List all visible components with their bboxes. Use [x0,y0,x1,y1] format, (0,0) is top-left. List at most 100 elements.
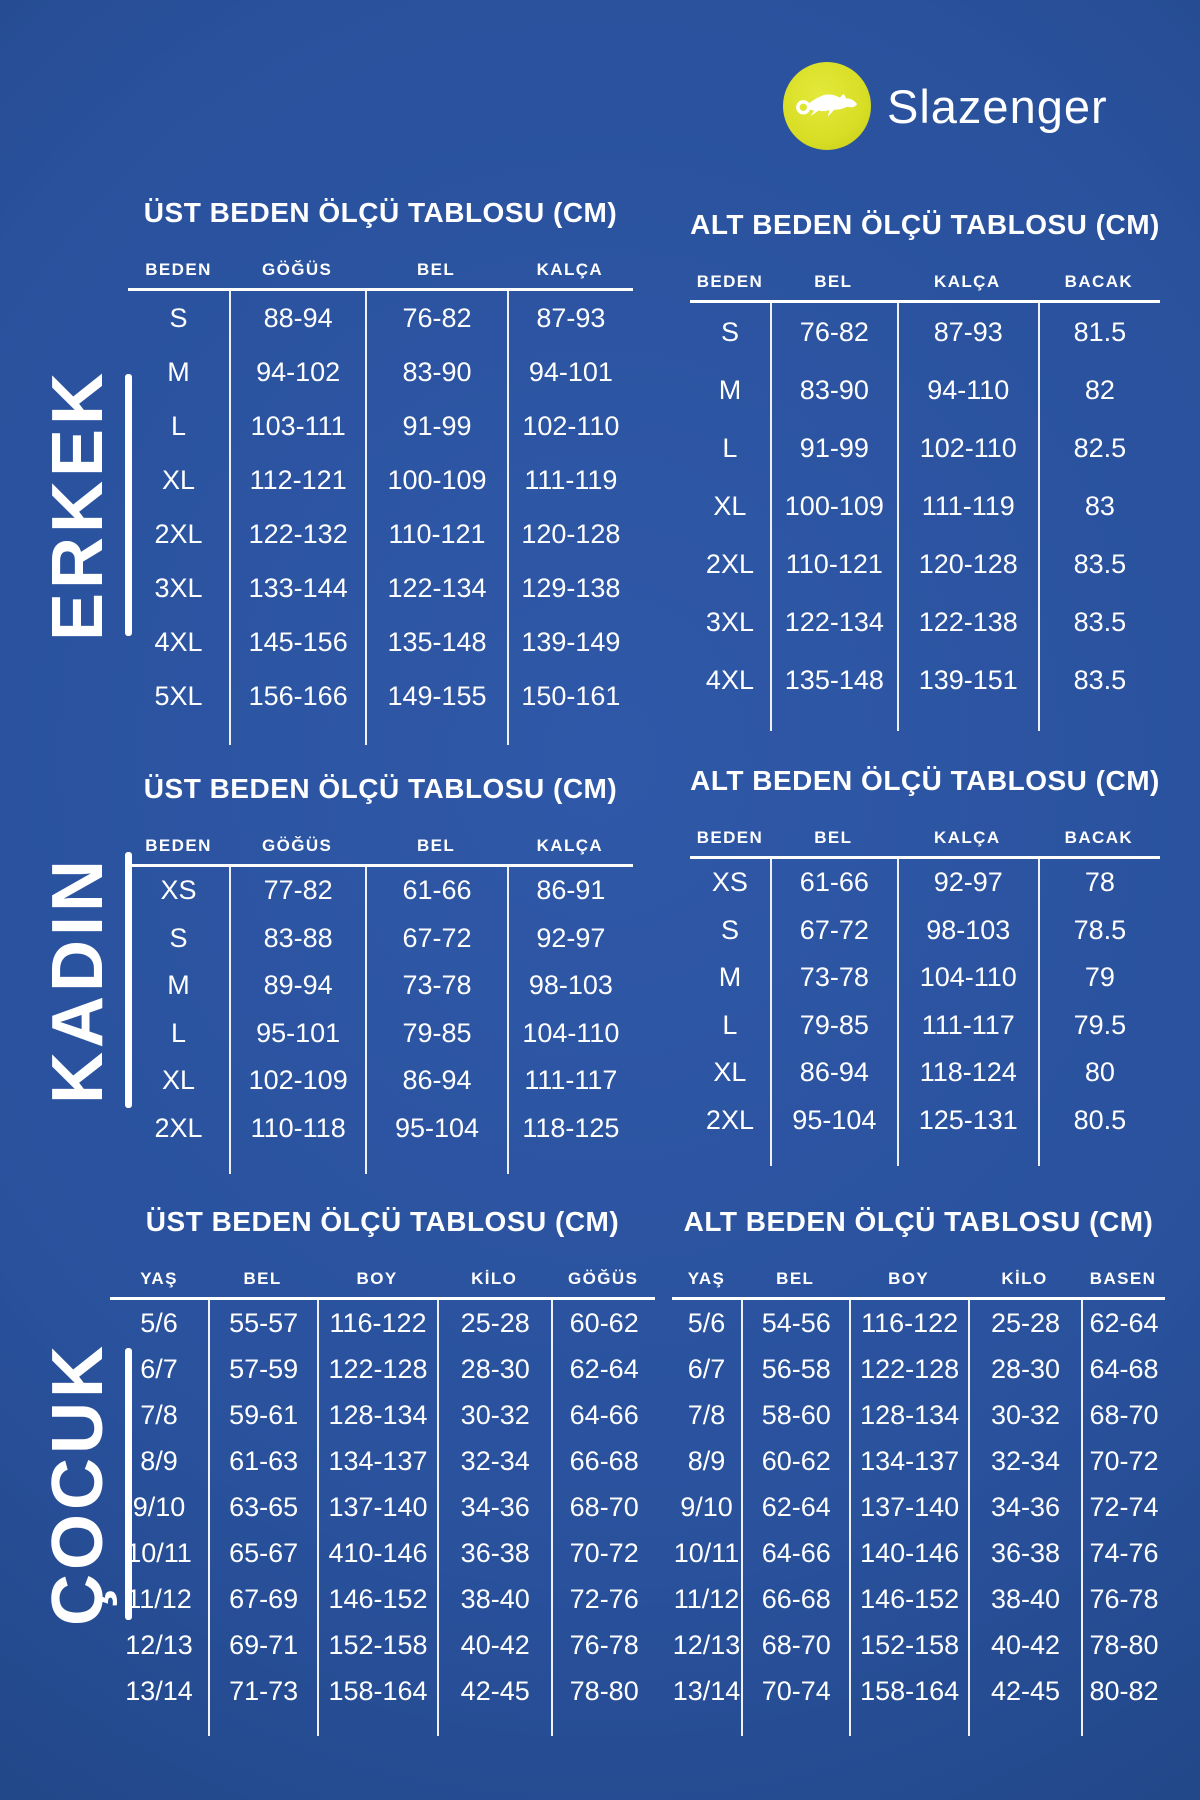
table-title: ÜST BEDEN ÖLÇÜ TABLOSU (CM) [143,197,618,228]
table-cell: 83.5 [1037,593,1160,651]
table-cell: 91-99 [769,419,897,477]
table-title: ÜST BEDEN ÖLÇÜ TABLOSU (CM) [145,1206,620,1237]
table-cell: 72-74 [1081,1484,1165,1530]
table-body: S 88-94 76-82 87-93 M 94-102 83-90 94-101 L 103-1… [128,291,633,745]
table-title: ALT BEDEN ÖLÇÜ TABLOSU (CM) [690,209,1160,240]
table-cell: 64-66 [741,1530,849,1576]
table-cell: 2XL [154,1112,203,1143]
table-cell: 13/14 [672,1675,741,1706]
table-cell: M [167,970,190,1001]
table-cell: 36-38 [967,1530,1081,1576]
table-cell: 111-119 [506,453,633,507]
table-cell: 410-146 [317,1530,437,1576]
table-header: BEDEN BEL KALÇA BACAK [690,272,1160,303]
table-cell: 76-82 [365,291,506,345]
table-cell: 120-128 [896,535,1038,593]
table-cell: 83.5 [1037,535,1160,593]
column-header: BEL [814,828,853,847]
column-header: BEL [243,1269,282,1288]
table-cell: 79-85 [365,1009,506,1057]
table-cell: 78-80 [551,1668,655,1714]
table-cell: 68-70 [1081,1392,1165,1438]
table-cell: 95-101 [229,1009,365,1057]
table-cell: 146-152 [317,1576,437,1622]
table-spacer-cell [690,709,770,731]
section-label-erkek: ERKEK [38,369,132,641]
table-cell: 30-32 [436,1392,551,1438]
table-cell: 2XL [154,518,203,549]
table-cell: 89-94 [229,962,365,1010]
table-cell: 158-164 [849,1668,967,1714]
table-header: YAŞ BEL BOY KİLO GÖĞÜS [110,1269,655,1300]
table-cell: 150-161 [506,669,633,723]
column-header: GÖĞÜS [568,1269,639,1288]
table-cell: 156-166 [229,669,365,723]
table-body: XS 77-82 61-66 86-91 S 83-88 67-72 92-97 M 89-94 7… [128,867,633,1174]
table-cell: 149-155 [365,669,506,723]
column-header: BACAK [1064,272,1134,291]
table-cell: 32-34 [967,1438,1081,1484]
table-cell: 158-164 [317,1668,437,1714]
table-spacer-cell [365,1152,506,1174]
table-cell: XL [161,464,196,495]
table-cell: 58-60 [741,1392,849,1438]
column-header: KİLO [1001,1269,1048,1288]
table-cell: 78.5 [1037,906,1160,954]
table-cell: 122-134 [365,561,506,615]
column-header: BOY [356,1269,398,1288]
table-cell: 32-34 [436,1438,551,1484]
table-cell: XS [160,875,197,906]
table-cell: 67-69 [208,1576,317,1622]
table-cell: 72-76 [551,1576,655,1622]
table-erkek-alt-beden: ALT BEDEN ÖLÇÜ TABLOSU (CM) BEDEN BEL KALÇ… [690,208,1160,731]
table-cell: 79.5 [1037,1001,1160,1049]
table-cell: 139-151 [896,651,1038,709]
table-cell: 129-138 [506,561,633,615]
table-cell: 57-59 [208,1346,317,1392]
table-cell: 40-42 [436,1622,551,1668]
table-cell: 60-62 [741,1438,849,1484]
table-cell: 12/13 [672,1629,741,1660]
table-cell: 66-68 [741,1576,849,1622]
table-cell: 98-103 [896,906,1038,954]
table-title: ALT BEDEN ÖLÇÜ TABLOSU (CM) [683,1206,1154,1237]
section-label-text: KADIN [38,856,118,1104]
table-cell: 8/9 [140,1445,178,1476]
table-cell: 76-78 [551,1622,655,1668]
table-title: ÜST BEDEN ÖLÇÜ TABLOSU (CM) [143,773,618,804]
table-spacer-cell [365,723,506,745]
table-cell: 128-134 [849,1392,967,1438]
table-cell: 125-131 [896,1096,1038,1144]
table-cell: 77-82 [229,867,365,915]
column-header: KALÇA [934,272,1001,291]
table-spacer-cell [769,709,897,731]
table-cell: 5/6 [687,1307,726,1338]
table-cell: 8/9 [687,1445,726,1476]
table-cell: 102-110 [896,419,1038,477]
table-cell: 86-94 [769,1049,897,1097]
table-cell: XL [161,1065,196,1096]
table-cell: 11/12 [126,1583,192,1614]
table-cell: 86-91 [506,867,633,915]
table-body: S 76-82 87-93 81.5 M 83-90 94-110 82 L 91-99 102-1… [690,303,1160,731]
table-cell: 103-111 [229,399,365,453]
table-cell: 30-32 [967,1392,1081,1438]
table-cell: 62-64 [551,1346,655,1392]
table-cell: 98-103 [506,962,633,1010]
table-cell: 122-128 [317,1346,437,1392]
table-title: ALT BEDEN ÖLÇÜ TABLOSU (CM) [690,765,1160,796]
column-header: BEL [416,260,456,279]
table-erkek-ust-beden: ÜST BEDEN ÖLÇÜ TABLOSU (CM) BEDEN GÖĞÜS BE… [128,196,633,745]
table-spacer-cell [229,723,365,745]
table-cell: 56-58 [741,1346,849,1392]
table-cell: L [722,1009,738,1040]
column-header: GÖĞÜS [262,836,333,855]
table-cell: 91-99 [365,399,506,453]
table-cell: 120-128 [506,507,633,561]
column-header: KİLO [471,1269,518,1288]
table-cell: 95-104 [365,1104,506,1152]
table-cell: 100-109 [365,453,506,507]
table-cell: 128-134 [317,1392,437,1438]
table-kadin-ust-beden: ÜST BEDEN ÖLÇÜ TABLOSU (CM) BEDEN GÖĞÜS BE… [128,772,633,1174]
